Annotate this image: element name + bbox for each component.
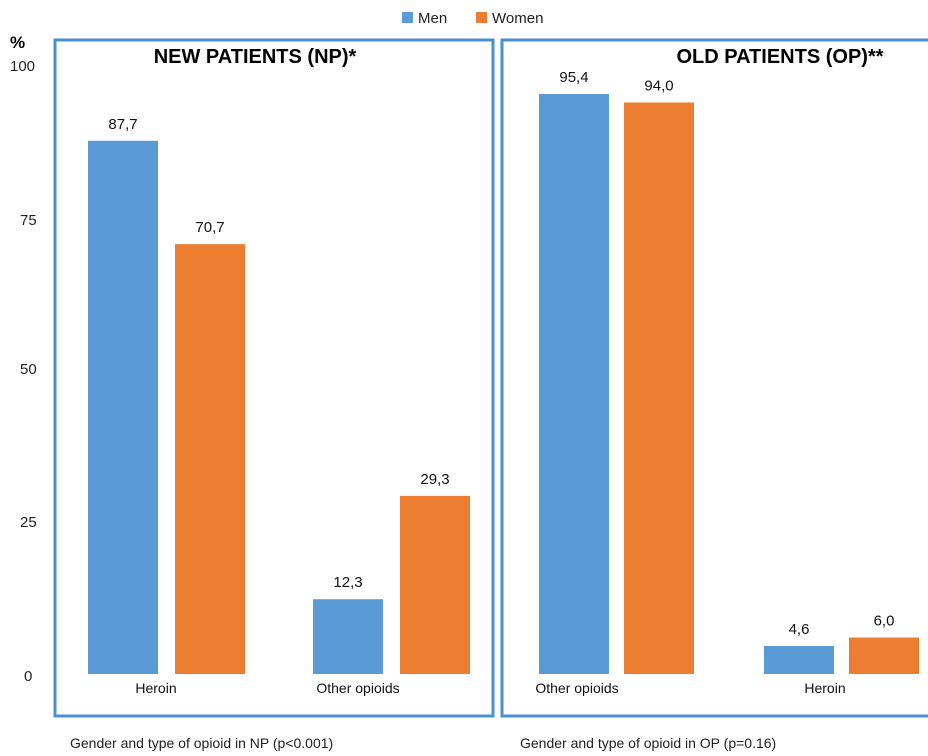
bar-new-patients-other-opioids-men <box>313 599 383 674</box>
y-tick-label-50: 50 <box>20 361 37 378</box>
y-tick-label-25: 25 <box>20 514 37 531</box>
y-axis-unit: % <box>10 33 25 52</box>
category-label-old-patients-other-opioids: Other opioids <box>535 680 618 696</box>
y-tick-label-75: 75 <box>20 212 37 229</box>
data-label-new-patients-other-opioids-men: 12,3 <box>333 574 362 591</box>
panel-old-patients-marks: 95,4 94,0 Other opioids 4,6 6,0 Heroin <box>535 69 919 696</box>
bar-old-patients-other-opioids-men <box>539 93 609 674</box>
legend-swatch-men <box>402 12 413 23</box>
y-tick-label-100: 100 <box>10 58 35 75</box>
panel-frame-old-patients <box>500 38 928 718</box>
data-label-old-patients-other-opioids-women: 94,0 <box>644 77 673 94</box>
legend-swatch-women <box>476 12 487 23</box>
bar-old-patients-other-opioids-women <box>624 102 694 675</box>
legend-label-women: Women <box>492 10 543 27</box>
category-label-new-patients-heroin: Heroin <box>135 680 176 696</box>
y-axis: % 100 75 50 25 0 <box>10 33 37 685</box>
bar-new-patients-heroin-men <box>88 140 158 674</box>
bar-old-patients-heroin-men <box>764 646 834 674</box>
panel-frame-new-patients <box>53 38 495 718</box>
panel-title-new-patients: NEW PATIENTS (NP)* <box>154 46 357 68</box>
category-label-old-patients-heroin: Heroin <box>804 680 845 696</box>
y-tick-label-0: 0 <box>24 668 32 685</box>
data-label-new-patients-other-opioids-women: 29,3 <box>420 471 449 488</box>
legend: Men Women <box>402 10 543 27</box>
panel-new-patients-marks: 87,7 70,7 Heroin 12,3 29,3 Other opioids <box>88 116 470 696</box>
data-label-old-patients-heroin-men: 4,6 <box>789 621 810 638</box>
caption-new-patients: Gender and type of opioid in NP (p<0.001… <box>70 735 333 751</box>
data-label-old-patients-other-opioids-men: 95,4 <box>559 69 588 86</box>
caption-old-patients: Gender and type of opioid in OP (p=0.16) <box>520 735 776 751</box>
data-label-new-patients-heroin-women: 70,7 <box>195 219 224 236</box>
category-label-new-patients-other-opioids: Other opioids <box>316 680 399 696</box>
bar-old-patients-heroin-women <box>849 637 919 674</box>
data-label-new-patients-heroin-men: 87,7 <box>108 116 137 133</box>
legend-label-men: Men <box>418 10 447 27</box>
data-label-old-patients-heroin-women: 6,0 <box>874 613 895 630</box>
panel-title-old-patients: OLD PATIENTS (OP)** <box>676 46 883 68</box>
bar-new-patients-other-opioids-women <box>400 495 470 674</box>
bar-new-patients-heroin-women <box>175 244 245 675</box>
